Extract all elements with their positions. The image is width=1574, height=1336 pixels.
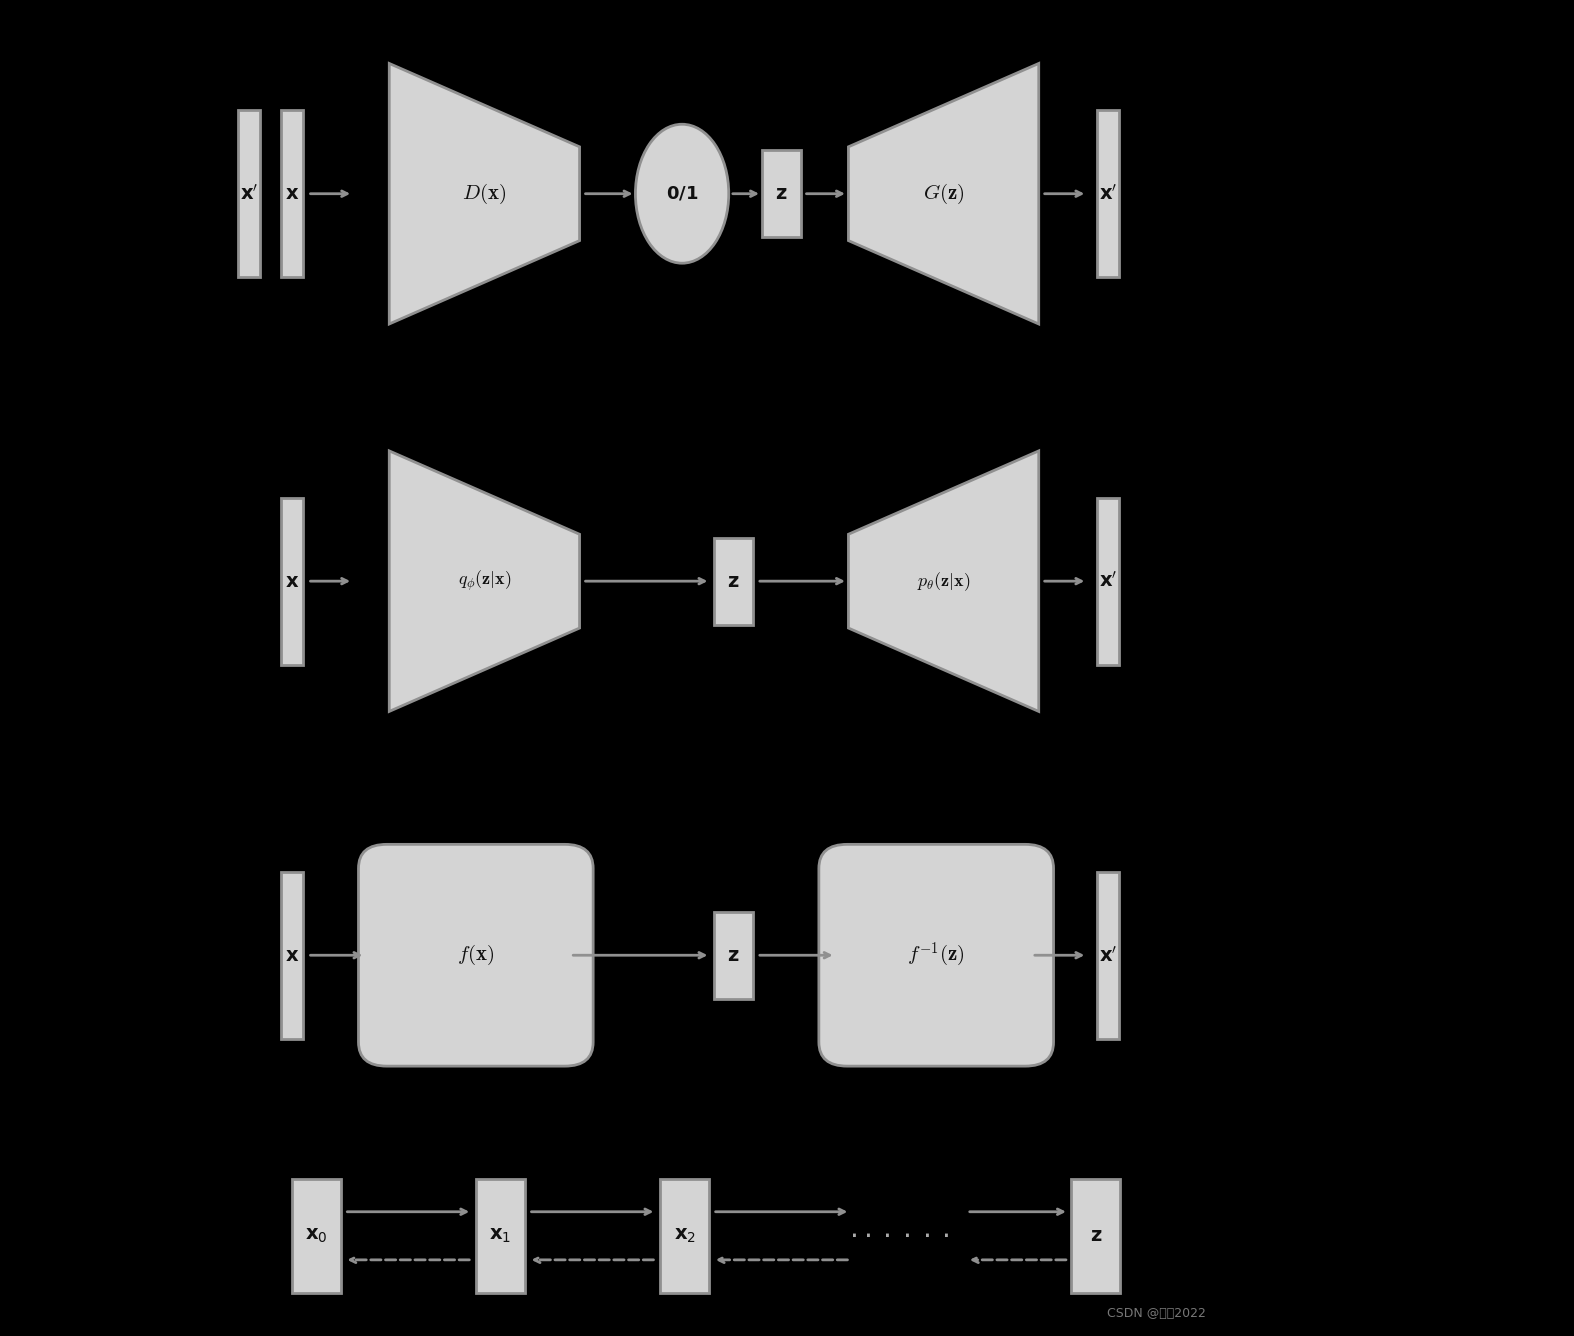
Text: $\cdot\cdot\cdot\cdot\cdot\cdot$: $\cdot\cdot\cdot\cdot\cdot\cdot$ xyxy=(848,1222,949,1249)
FancyBboxPatch shape xyxy=(818,844,1053,1066)
Polygon shape xyxy=(389,63,579,323)
Text: $\mathbf{x}$: $\mathbf{x}$ xyxy=(285,184,299,203)
Text: $\mathbf{0/1}$: $\mathbf{0/1}$ xyxy=(666,184,699,203)
FancyBboxPatch shape xyxy=(1097,498,1119,665)
Text: $p_{\theta}(\mathbf{z}|\mathbf{x})$: $p_{\theta}(\mathbf{z}|\mathbf{x})$ xyxy=(916,569,971,593)
Text: $\mathbf{x}_1$: $\mathbf{x}_1$ xyxy=(490,1226,512,1245)
Polygon shape xyxy=(848,63,1039,323)
Text: $f(\mathbf{x})$: $f(\mathbf{x})$ xyxy=(456,943,494,967)
Text: $\mathbf{x}_0$: $\mathbf{x}_0$ xyxy=(305,1226,327,1245)
FancyBboxPatch shape xyxy=(359,844,593,1066)
Text: $f^{-1}(\mathbf{z})$: $f^{-1}(\mathbf{z})$ xyxy=(907,941,965,970)
FancyBboxPatch shape xyxy=(762,150,801,238)
FancyBboxPatch shape xyxy=(1072,1180,1121,1293)
Text: $\mathbf{x}$: $\mathbf{x}$ xyxy=(285,572,299,591)
Text: $G(\mathbf{z})$: $G(\mathbf{z})$ xyxy=(922,182,965,206)
Text: $\mathbf{z}$: $\mathbf{z}$ xyxy=(727,946,740,965)
FancyBboxPatch shape xyxy=(475,1180,526,1293)
FancyBboxPatch shape xyxy=(1097,111,1119,278)
Text: CSDN @思送2022: CSDN @思送2022 xyxy=(1108,1307,1206,1320)
FancyBboxPatch shape xyxy=(280,871,302,1039)
Text: $\mathbf{x}'$: $\mathbf{x}'$ xyxy=(239,184,258,203)
FancyBboxPatch shape xyxy=(660,1180,710,1293)
FancyBboxPatch shape xyxy=(280,111,302,278)
FancyBboxPatch shape xyxy=(291,1180,342,1293)
Text: $\mathbf{z}$: $\mathbf{z}$ xyxy=(1089,1226,1102,1245)
FancyBboxPatch shape xyxy=(715,911,754,999)
Text: $\mathbf{z}$: $\mathbf{z}$ xyxy=(776,184,787,203)
FancyBboxPatch shape xyxy=(715,538,754,625)
Text: $\mathbf{x}'$: $\mathbf{x}'$ xyxy=(1099,946,1118,965)
Ellipse shape xyxy=(636,124,729,263)
Text: $\mathbf{x}'$: $\mathbf{x}'$ xyxy=(1099,572,1118,591)
FancyBboxPatch shape xyxy=(238,111,260,278)
Text: $\mathbf{z}$: $\mathbf{z}$ xyxy=(727,572,740,591)
FancyBboxPatch shape xyxy=(280,498,302,665)
Polygon shape xyxy=(848,450,1039,711)
Text: $\mathbf{x}_2$: $\mathbf{x}_2$ xyxy=(674,1226,696,1245)
Text: $D(\mathbf{x})$: $D(\mathbf{x})$ xyxy=(463,182,507,206)
Text: $\mathbf{x}$: $\mathbf{x}$ xyxy=(285,946,299,965)
Polygon shape xyxy=(389,450,579,711)
Text: $\mathbf{x}'$: $\mathbf{x}'$ xyxy=(1099,184,1118,203)
FancyBboxPatch shape xyxy=(1097,871,1119,1039)
Text: $q_{\phi}(\mathbf{z}|\mathbf{x})$: $q_{\phi}(\mathbf{z}|\mathbf{x})$ xyxy=(458,569,512,593)
